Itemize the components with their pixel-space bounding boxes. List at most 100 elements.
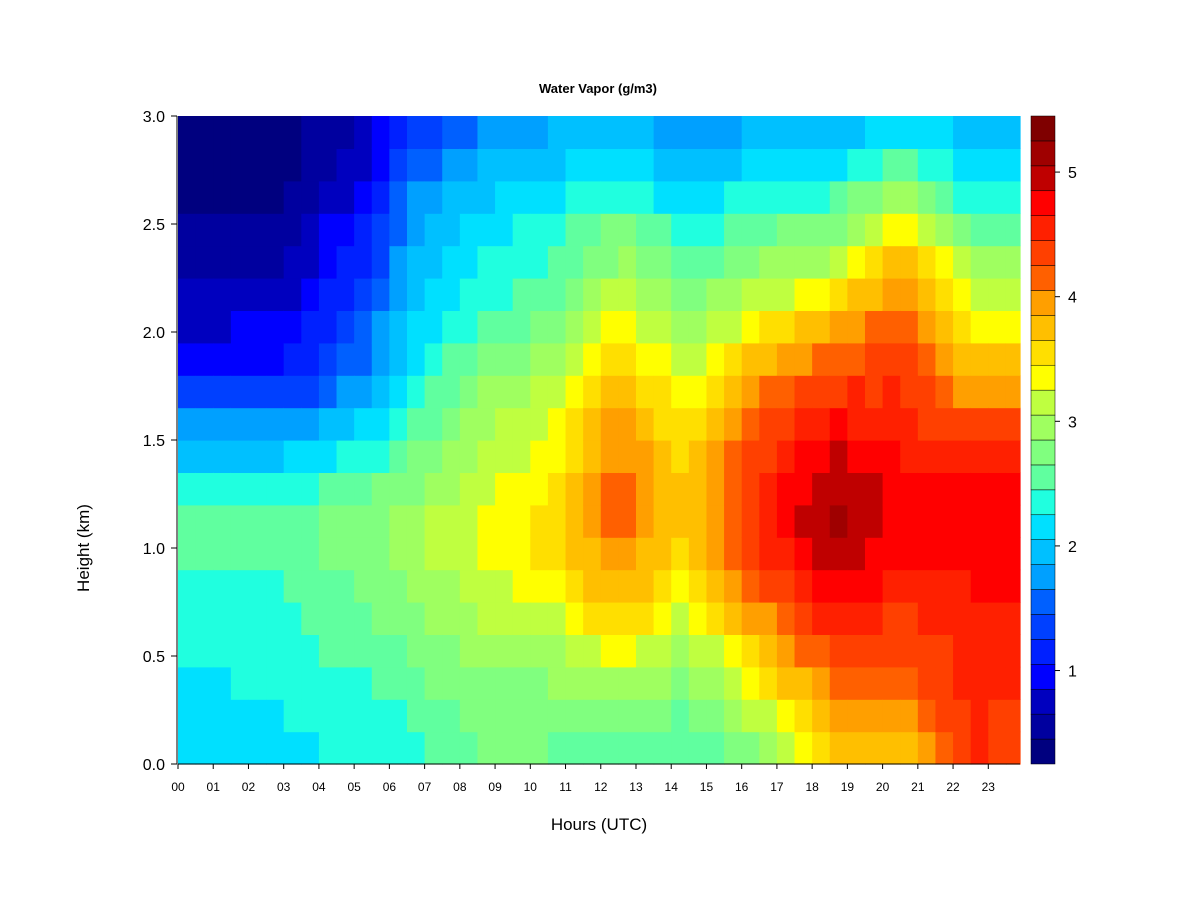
heatmap-cell: [318, 375, 338, 409]
heatmap-cell: [424, 245, 443, 279]
heatmap-cell: [970, 602, 989, 635]
heatmap-cell: [935, 407, 954, 441]
heatmap-cell: [583, 634, 602, 668]
heatmap-cell: [213, 504, 232, 538]
heatmap-cell: [583, 731, 602, 765]
x-tick-label: 18: [805, 780, 819, 794]
heatmap-cell: [283, 699, 302, 733]
heatmap-cell: [178, 148, 197, 182]
heatmap-cell: [776, 537, 796, 571]
heatmap-cell: [230, 699, 250, 733]
heatmap-cell: [266, 342, 285, 376]
heatmap-cell: [635, 440, 655, 473]
heatmap-cell: [917, 407, 937, 441]
heatmap-cell: [495, 537, 514, 571]
heatmap-cell: [354, 699, 373, 733]
heatmap-cell: [512, 245, 531, 279]
heatmap-cell: [776, 569, 796, 603]
x-tick-label: 12: [594, 780, 608, 794]
heatmap-cell: [213, 407, 232, 441]
heatmap-cell: [512, 537, 531, 571]
heatmap-cell: [301, 213, 320, 247]
heatmap-cell: [794, 310, 813, 344]
heatmap-cell: [301, 116, 320, 149]
heatmap-cell: [653, 213, 672, 247]
heatmap-cell: [178, 537, 197, 571]
heatmap-cell: [583, 375, 602, 409]
heatmap-cell: [847, 375, 866, 409]
heatmap-cell: [688, 472, 708, 506]
heatmap-cell: [600, 731, 619, 765]
heatmap-cell: [653, 504, 672, 538]
heatmap-cell: [583, 472, 602, 506]
heatmap-cell: [600, 342, 619, 376]
heatmap-cell: [776, 245, 796, 279]
heatmap-cell: [618, 472, 637, 506]
heatmap-cell: [248, 440, 267, 473]
heatmap-cell: [953, 148, 972, 182]
heatmap-cell: [794, 245, 813, 279]
heatmap-cell: [635, 504, 655, 538]
heatmap-cell: [213, 634, 232, 668]
heatmap-cell: [882, 537, 901, 571]
colorbar-swatch: [1030, 389, 1056, 416]
heatmap-cell: [864, 634, 884, 668]
heatmap-cell: [336, 116, 355, 149]
heatmap-cell: [354, 634, 373, 668]
heatmap-cell: [882, 472, 901, 506]
heatmap-cell: [706, 342, 725, 376]
heatmap-cell: [618, 310, 637, 344]
heatmap-cell: [759, 472, 778, 506]
heatmap-cell: [248, 180, 267, 214]
heatmap-cell: [812, 440, 831, 473]
heatmap-cell: [301, 634, 320, 668]
heatmap-cell: [988, 213, 1007, 247]
heatmap-cell: [512, 440, 531, 473]
heatmap-cell: [653, 148, 672, 182]
heatmap-cell: [248, 537, 267, 571]
heatmap-cell: [1005, 278, 1021, 311]
heatmap-cell: [864, 472, 884, 506]
heatmap-cell: [812, 602, 831, 635]
heatmap-cell: [530, 537, 549, 571]
heatmap-cell: [847, 537, 866, 571]
heatmap-cell: [389, 407, 408, 441]
heatmap-cell: [935, 278, 954, 311]
heatmap-cell: [688, 440, 708, 473]
heatmap-cell: [230, 537, 250, 571]
heatmap-cell: [547, 569, 567, 603]
y-tick-label: 1.5: [143, 433, 165, 450]
heatmap-cell: [635, 472, 655, 506]
heatmap-cell: [618, 504, 637, 538]
heatmap-cell: [688, 537, 708, 571]
heatmap-cell: [301, 440, 320, 473]
heatmap-cell: [424, 472, 443, 506]
heatmap-cell: [512, 148, 531, 182]
x-tick-label: 16: [735, 780, 749, 794]
heatmap-cell: [900, 310, 919, 344]
heatmap-cell: [847, 472, 866, 506]
heatmap-cell: [530, 472, 549, 506]
heatmap-cell: [706, 634, 725, 668]
heatmap-cell: [864, 407, 884, 441]
heatmap-cell: [671, 245, 690, 279]
heatmap-cell: [583, 148, 602, 182]
heatmap-cell: [829, 634, 848, 668]
heatmap-cell: [635, 342, 655, 376]
heatmap-cell: [953, 245, 972, 279]
heatmap-cell: [512, 666, 531, 700]
heatmap-cell: [688, 148, 708, 182]
heatmap-cell: [354, 213, 373, 247]
heatmap-cell: [406, 472, 426, 506]
heatmap-cell: [371, 699, 390, 733]
heatmap-cell: [864, 731, 884, 765]
heatmap-cell: [424, 180, 443, 214]
heatmap-cell: [230, 245, 250, 279]
heatmap-cell: [882, 634, 901, 668]
heatmap-cell: [776, 342, 796, 376]
heatmap-cell: [988, 602, 1007, 635]
heatmap-cell: [829, 310, 848, 344]
heatmap-cell: [583, 504, 602, 538]
heatmap-cell: [635, 148, 655, 182]
heatmap-cell: [178, 407, 197, 441]
